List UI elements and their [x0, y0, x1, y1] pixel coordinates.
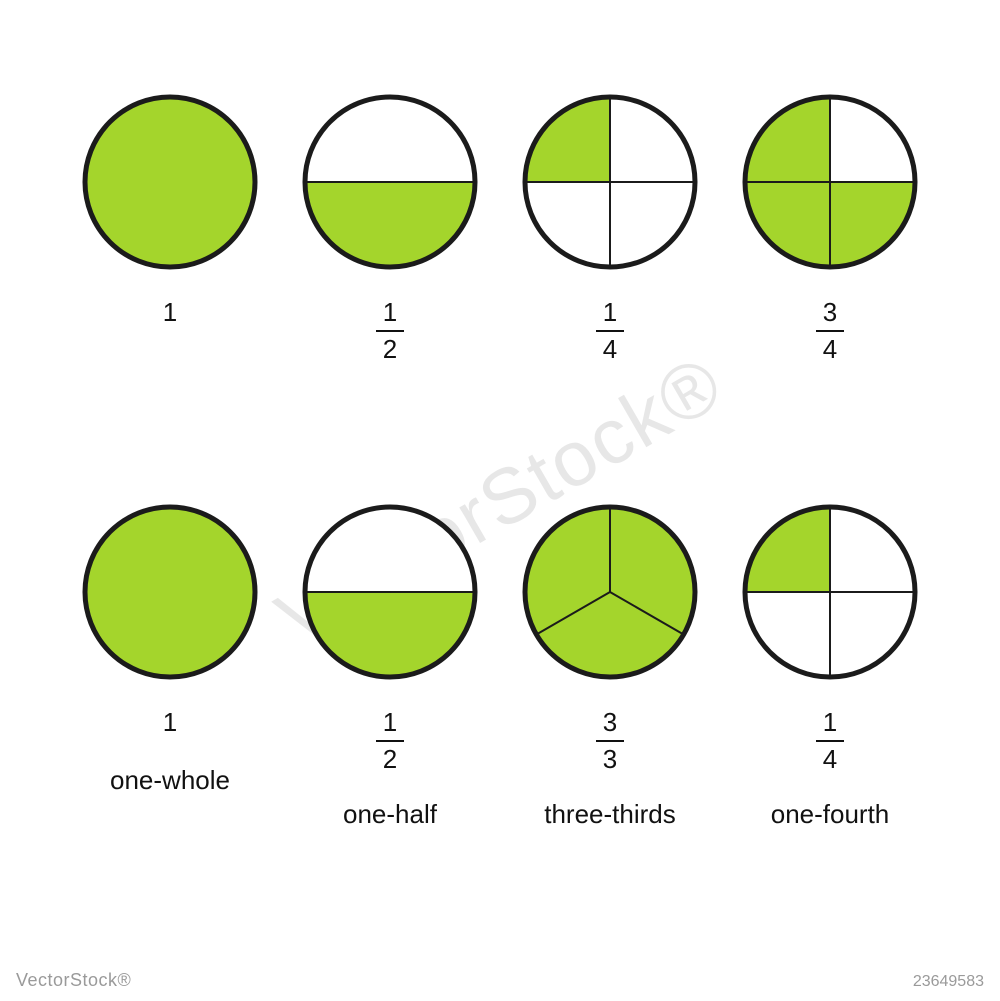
fraction-pie — [738, 90, 922, 274]
footer-id: 23649583 — [913, 973, 984, 991]
fraction-cell: 12one-half — [290, 500, 490, 830]
fraction-cell: 14 — [510, 90, 710, 363]
fraction-numerator: 1 — [377, 298, 403, 327]
fraction-pie — [738, 500, 922, 684]
fraction-value: 34 — [816, 298, 844, 363]
fraction-value: 14 — [816, 708, 844, 773]
pie-slice — [305, 592, 475, 677]
fraction-whole-number: 1 — [163, 707, 177, 737]
fraction-pie — [298, 90, 482, 274]
fraction-bar — [816, 330, 844, 332]
fraction-value: 14 — [596, 298, 624, 363]
fraction-pie — [518, 500, 702, 684]
fraction-diagram-canvas: VectorStock® 11214341one-whole12one-half… — [0, 0, 1000, 1001]
fraction-bar — [596, 740, 624, 742]
pie-slice — [305, 182, 475, 267]
fraction-word: one-half — [343, 799, 437, 830]
fraction-numerator: 1 — [817, 708, 843, 737]
fraction-word: one-fourth — [771, 799, 890, 830]
fraction-label: 1 — [163, 296, 177, 329]
fraction-denominator: 4 — [817, 745, 843, 774]
fraction-bar — [596, 330, 624, 332]
fraction-word: one-whole — [110, 765, 230, 796]
fraction-cell: 12 — [290, 90, 490, 363]
fraction-pie — [78, 500, 262, 684]
fraction-cell: 1 — [70, 90, 270, 363]
fraction-cell: 34 — [730, 90, 930, 363]
fraction-value: 12 — [376, 298, 404, 363]
pie-slice — [305, 507, 475, 592]
fraction-label: 14 — [596, 296, 624, 363]
fraction-bar — [376, 330, 404, 332]
fraction-denominator: 2 — [377, 745, 403, 774]
fraction-whole-number: 1 — [163, 297, 177, 327]
fraction-label: 12 — [376, 706, 404, 773]
fraction-word: three-thirds — [544, 799, 676, 830]
fraction-cell: 1 one-whole — [70, 500, 270, 830]
fraction-label: 1 — [163, 706, 177, 739]
fraction-pie — [518, 90, 702, 274]
fraction-numerator: 1 — [377, 708, 403, 737]
fraction-cell: 33three-thirds — [510, 500, 710, 830]
pie-slice — [305, 97, 475, 182]
fraction-value: 33 — [596, 708, 624, 773]
fraction-cell: 14one-fourth — [730, 500, 930, 830]
fraction-label: 33 — [596, 706, 624, 773]
fraction-value: 12 — [376, 708, 404, 773]
fraction-numerator: 1 — [597, 298, 623, 327]
fraction-label: 14 — [816, 706, 844, 773]
fraction-denominator: 3 — [597, 745, 623, 774]
fraction-pie — [78, 90, 262, 274]
fraction-denominator: 4 — [817, 335, 843, 364]
fraction-bar — [816, 740, 844, 742]
footer-brand: VectorStock® — [16, 970, 131, 991]
fraction-denominator: 2 — [377, 335, 403, 364]
fraction-bar — [376, 740, 404, 742]
fraction-row: 1121434 — [0, 90, 1000, 363]
fraction-numerator: 3 — [597, 708, 623, 737]
fraction-label: 12 — [376, 296, 404, 363]
fraction-pie — [298, 500, 482, 684]
fraction-denominator: 4 — [597, 335, 623, 364]
fraction-row: 1one-whole12one-half33three-thirds14one-… — [0, 500, 1000, 830]
fraction-label: 34 — [816, 296, 844, 363]
fraction-numerator: 3 — [817, 298, 843, 327]
